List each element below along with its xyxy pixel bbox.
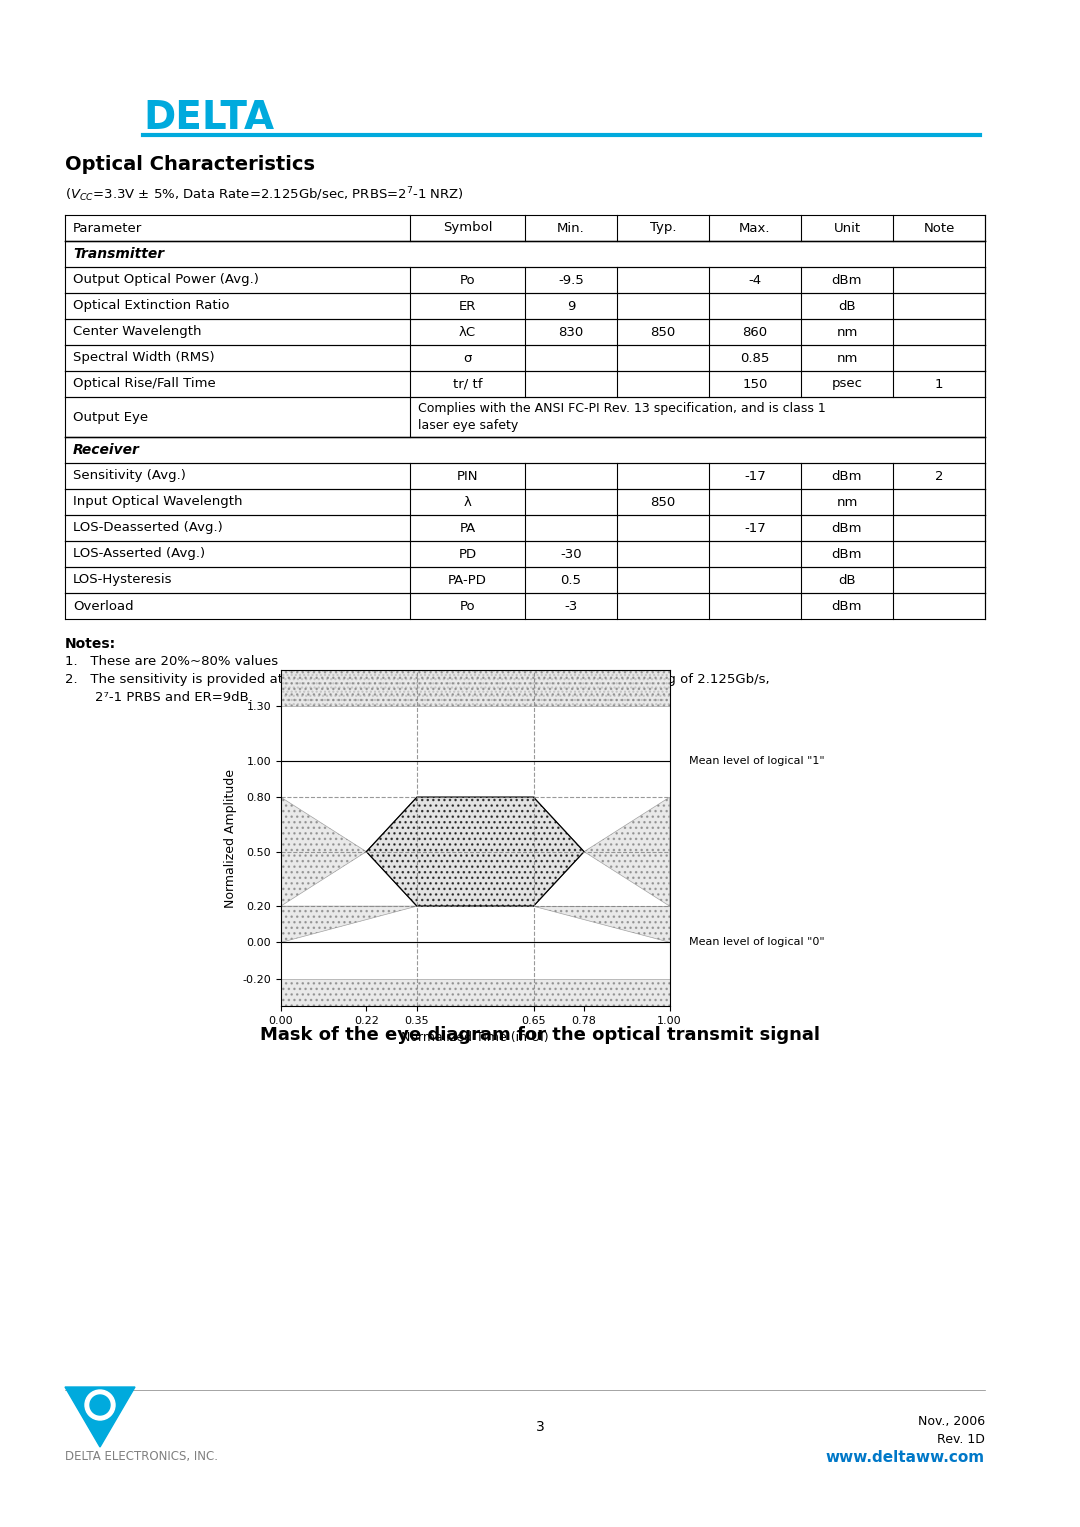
Polygon shape: [366, 797, 584, 906]
Text: Po: Po: [460, 273, 475, 287]
Text: PD: PD: [458, 548, 476, 560]
Text: Overload: Overload: [73, 600, 134, 612]
Text: DELTA: DELTA: [143, 99, 274, 137]
Text: Notes:: Notes:: [65, 637, 117, 651]
Text: Receiver: Receiver: [73, 443, 140, 457]
Text: λ: λ: [463, 495, 472, 508]
Text: Rev. 1D: Rev. 1D: [937, 1432, 985, 1446]
Text: LOS-Asserted (Avg.): LOS-Asserted (Avg.): [73, 548, 205, 560]
Text: Input Optical Wavelength: Input Optical Wavelength: [73, 495, 243, 508]
Text: Sensitivity (Avg.): Sensitivity (Avg.): [73, 469, 186, 483]
Text: -4: -4: [748, 273, 761, 287]
Text: Min.: Min.: [557, 221, 585, 235]
Text: -17: -17: [744, 469, 766, 483]
Text: Unit: Unit: [834, 221, 861, 235]
Text: LOS-Hysteresis: LOS-Hysteresis: [73, 574, 173, 586]
Text: 830: 830: [558, 325, 583, 339]
Text: Output Eye: Output Eye: [73, 411, 148, 423]
Text: dBm: dBm: [832, 600, 862, 612]
Text: DELTA ELECTRONICS, INC.: DELTA ELECTRONICS, INC.: [65, 1451, 218, 1463]
Text: σ: σ: [463, 351, 472, 365]
Text: Typ.: Typ.: [650, 221, 676, 235]
Text: Mask of the eye diagram for the optical transmit signal: Mask of the eye diagram for the optical …: [260, 1026, 820, 1044]
Y-axis label: Normalized Amplitude: Normalized Amplitude: [224, 768, 237, 907]
Text: 1.   These are 20%~80% values: 1. These are 20%~80% values: [65, 655, 279, 667]
Text: dB: dB: [838, 299, 855, 313]
Text: or better with an input signal consisting of 2.125Gb/s,: or better with an input signal consistin…: [405, 673, 770, 686]
Text: Optical Extinction Ratio: Optical Extinction Ratio: [73, 299, 229, 313]
Text: Mean level of logical "1": Mean level of logical "1": [689, 756, 825, 767]
Text: 2.   The sensitivity is provided at a BER of 1×10: 2. The sensitivity is provided at a BER …: [65, 673, 384, 686]
Text: ER: ER: [459, 299, 476, 313]
Text: -30: -30: [561, 548, 582, 560]
X-axis label: Normalized Time (in UI): Normalized Time (in UI): [402, 1031, 549, 1044]
Text: PA: PA: [459, 522, 475, 534]
Text: Center Wavelength: Center Wavelength: [73, 325, 202, 339]
Text: Nov., 2006: Nov., 2006: [918, 1416, 985, 1428]
Circle shape: [90, 1396, 110, 1416]
Text: Output Optical Power (Avg.): Output Optical Power (Avg.): [73, 273, 259, 287]
Polygon shape: [584, 797, 670, 906]
Text: Note: Note: [923, 221, 955, 235]
Text: dBm: dBm: [832, 548, 862, 560]
Text: nm: nm: [836, 495, 858, 508]
Text: -10: -10: [391, 673, 407, 683]
Polygon shape: [65, 1387, 135, 1448]
Text: Max.: Max.: [739, 221, 771, 235]
Text: nm: nm: [836, 351, 858, 365]
Text: 860: 860: [742, 325, 768, 339]
Text: PA-PD: PA-PD: [448, 574, 487, 586]
Text: 0.85: 0.85: [740, 351, 770, 365]
Polygon shape: [534, 906, 670, 942]
Text: dBm: dBm: [832, 522, 862, 534]
Text: 9: 9: [567, 299, 576, 313]
Text: -3: -3: [565, 600, 578, 612]
Text: Parameter: Parameter: [73, 221, 143, 235]
Text: -9.5: -9.5: [558, 273, 584, 287]
Text: Complies with the ANSI FC-PI Rev. 13 specification, and is class 1
laser eye saf: Complies with the ANSI FC-PI Rev. 13 spe…: [418, 402, 826, 432]
Text: $(V_{CC}$=3.3V $\pm$ 5%, Data Rate=2.125Gb/sec, PRBS=2$^7$-1 NRZ): $(V_{CC}$=3.3V $\pm$ 5%, Data Rate=2.125…: [65, 185, 463, 203]
Polygon shape: [281, 979, 670, 1006]
Text: tr/ tf: tr/ tf: [453, 377, 483, 391]
Text: PIN: PIN: [457, 469, 478, 483]
Text: 850: 850: [650, 495, 676, 508]
Text: 150: 150: [742, 377, 768, 391]
Text: 850: 850: [650, 325, 676, 339]
Text: dBm: dBm: [832, 273, 862, 287]
Polygon shape: [281, 797, 366, 906]
Text: LOS-Deasserted (Avg.): LOS-Deasserted (Avg.): [73, 522, 222, 534]
Circle shape: [85, 1390, 114, 1420]
Text: Mean level of logical "0": Mean level of logical "0": [689, 938, 825, 947]
Text: 2⁷-1 PRBS and ER=9dB.: 2⁷-1 PRBS and ER=9dB.: [95, 692, 253, 704]
Text: 3: 3: [536, 1420, 544, 1434]
Text: Symbol: Symbol: [443, 221, 492, 235]
Text: 0.5: 0.5: [561, 574, 581, 586]
Text: Spectral Width (RMS): Spectral Width (RMS): [73, 351, 215, 365]
Text: Optical Characteristics: Optical Characteristics: [65, 156, 315, 174]
Text: λC: λC: [459, 325, 476, 339]
Text: Transmitter: Transmitter: [73, 247, 164, 261]
Text: Optical Rise/Fall Time: Optical Rise/Fall Time: [73, 377, 216, 391]
Text: Po: Po: [460, 600, 475, 612]
Text: dB: dB: [838, 574, 855, 586]
Polygon shape: [281, 670, 670, 707]
Text: www.deltaww.com: www.deltaww.com: [826, 1451, 985, 1464]
Polygon shape: [281, 906, 417, 942]
Text: nm: nm: [836, 325, 858, 339]
Text: 2: 2: [935, 469, 943, 483]
Text: dBm: dBm: [832, 469, 862, 483]
Text: 1: 1: [935, 377, 943, 391]
Text: -17: -17: [744, 522, 766, 534]
Text: psec: psec: [832, 377, 863, 391]
